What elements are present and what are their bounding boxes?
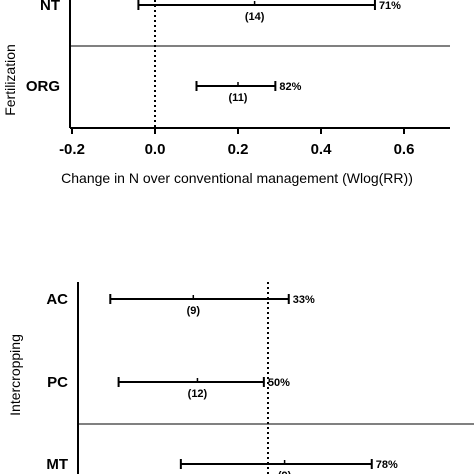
sample-count: (12) xyxy=(188,388,208,400)
row-label: MT xyxy=(46,456,68,473)
panel2-group-label: Intercropping xyxy=(7,334,23,416)
percent-label: 82% xyxy=(279,81,301,93)
row-label: PC xyxy=(47,374,68,391)
panel1-group-label: Fertilization xyxy=(2,44,18,116)
panel1-x-axis-label: Change in N over conventional management… xyxy=(61,170,413,186)
percent-label: 33% xyxy=(293,294,315,306)
x-tick-label: -0.2 xyxy=(59,141,85,158)
x-tick-label: 0.2 xyxy=(228,141,249,158)
percent-label: 78% xyxy=(376,459,398,471)
row-label: ORG xyxy=(26,78,60,95)
sample-count: (9) xyxy=(187,305,201,317)
row-label: AC xyxy=(46,291,68,308)
row-label: NT xyxy=(40,0,60,14)
percent-label: 71% xyxy=(379,0,401,12)
percent-label: 50% xyxy=(268,377,290,389)
x-tick-label: 0.0 xyxy=(145,141,166,158)
x-tick-label: 0.6 xyxy=(394,141,415,158)
sample-count: (11) xyxy=(229,92,248,104)
x-tick-label: 0.4 xyxy=(311,141,333,158)
sample-count: (9) xyxy=(278,470,292,474)
sample-count: (14) xyxy=(245,11,265,23)
